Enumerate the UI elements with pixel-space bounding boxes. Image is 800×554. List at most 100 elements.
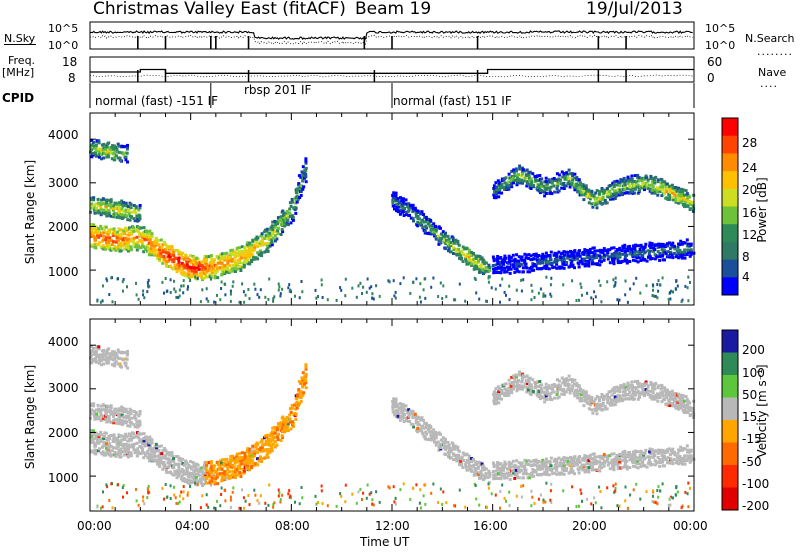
power-cell-1890 [513, 270, 517, 274]
velocity-cell-650 [266, 452, 270, 456]
power-cell-1922 [523, 258, 527, 262]
velocity-cell-362 [187, 475, 191, 479]
power-cell-2053 [572, 253, 576, 257]
velocity-cell-1389 [528, 382, 532, 386]
velocity-cell-1298 [494, 401, 498, 405]
power-cell-1600 [610, 187, 614, 191]
power-noise-cell-225 [244, 293, 247, 297]
velocity-cell-729 [288, 413, 292, 417]
power-cell-608 [251, 238, 255, 242]
velocity-cell-2219 [638, 453, 642, 457]
velocity-cell-2167 [618, 452, 622, 456]
power-cell-1252 [474, 261, 478, 265]
velocity-cell-835 [107, 418, 111, 422]
power-cell-127 [125, 245, 129, 249]
velocity-cell-2158 [615, 457, 619, 461]
power-cell-2114 [596, 249, 600, 253]
power-cell-221 [150, 249, 154, 253]
power-cell-1122 [424, 215, 428, 219]
power-cell-1377 [525, 184, 529, 188]
velocity-cell-1520 [580, 396, 584, 400]
velocity-cell-2334 [685, 459, 689, 462]
power-cell-1783 [677, 201, 681, 205]
power-cell-515 [229, 252, 233, 256]
power-cell-2185 [625, 247, 629, 251]
power-cell-2091 [587, 255, 591, 259]
velocity-cell-460 [212, 464, 216, 468]
velocity-cell-1181 [446, 440, 450, 444]
power-noise-cell-67 [102, 284, 104, 288]
power-cell-2213 [636, 244, 640, 248]
velocity-cell-1937 [531, 468, 535, 472]
velocity-cell-1474 [564, 382, 568, 386]
power-noise-cell-16 [298, 296, 301, 300]
velocity-cell-1910 [517, 465, 521, 469]
power-cell-1012 [121, 152, 125, 156]
velocity-cell-1585 [606, 401, 610, 405]
velocity-cell-1605 [613, 397, 617, 401]
power-cell-1104 [419, 221, 422, 225]
power-cell-324 [177, 258, 181, 262]
velocity-cell-1839 [494, 476, 498, 480]
power-cell-1670 [633, 180, 637, 183]
velocity-cell-149 [129, 445, 133, 449]
power-cell-158 [132, 239, 135, 243]
velocity-cell-1947 [532, 459, 536, 462]
power-cell-475 [219, 253, 222, 257]
velocity-cell-135 [126, 455, 130, 459]
velocity-cell-1634 [620, 384, 624, 388]
velocity-cell-180 [137, 432, 141, 435]
power-cell-701 [280, 228, 284, 232]
power-cell-1620 [617, 193, 621, 197]
velocity-cell-907 [133, 416, 137, 419]
velocity-cell-2165 [618, 458, 622, 461]
power-cell-2192 [632, 258, 635, 262]
velocity-cell-264 [159, 444, 163, 448]
velocity-cell-1560 [596, 406, 599, 410]
velocity-cell-367 [189, 460, 192, 464]
velocity-cell-1039 [394, 397, 398, 401]
power-cell-2107 [593, 249, 597, 253]
power-cell-2300 [670, 245, 674, 249]
velocity-cell-2087 [587, 470, 591, 474]
power-cell-1652 [628, 184, 632, 188]
power-cell-1494 [571, 178, 575, 182]
power-cell-1810 [683, 193, 686, 197]
velocity-cell-1624 [618, 390, 622, 394]
power-cell-67 [106, 232, 110, 236]
velocity-cell-1746 [663, 397, 667, 401]
velocity-cell-241 [155, 449, 158, 453]
power-cell-1037 [393, 196, 397, 200]
power-cell-1543 [587, 188, 591, 192]
velocity-cell-1099 [416, 421, 420, 424]
power-cell-1304 [497, 195, 501, 199]
power-cell-754 [295, 191, 299, 194]
velocity-cell-45 [101, 444, 105, 448]
velocity-cell-1800 [681, 405, 685, 409]
power-cell-548 [238, 265, 242, 268]
power-noise-cell-234 [445, 295, 448, 299]
velocity-cell-913 [134, 417, 138, 421]
power-cell-933 [92, 146, 96, 150]
velocity-cell-2338 [686, 450, 690, 454]
velocity-cell-980 [107, 347, 111, 351]
power-cell-1569 [597, 192, 601, 196]
velocity-cell-495 [223, 461, 227, 465]
power-noise-cell-87 [365, 290, 368, 294]
power-cell-1215 [461, 260, 465, 263]
power-cell-72 [110, 243, 114, 247]
velocity-cell-2125 [601, 455, 604, 458]
velocity-cell-1030 [392, 397, 396, 401]
velocity-cell-890 [124, 414, 128, 418]
velocity-cell-1770 [671, 394, 675, 398]
power-noise-cell-213 [205, 287, 208, 291]
velocity-cell-120 [122, 442, 126, 446]
power-cell-2169 [621, 252, 625, 256]
power-cell-544 [235, 248, 239, 252]
velocity-cell-1521 [580, 393, 583, 397]
power-noise-cell-31 [614, 276, 617, 280]
velocity-cell-673 [271, 436, 275, 440]
power-cell-695 [279, 233, 283, 236]
power-cell-1138 [432, 232, 436, 236]
velocity-cell-1685 [640, 392, 644, 396]
